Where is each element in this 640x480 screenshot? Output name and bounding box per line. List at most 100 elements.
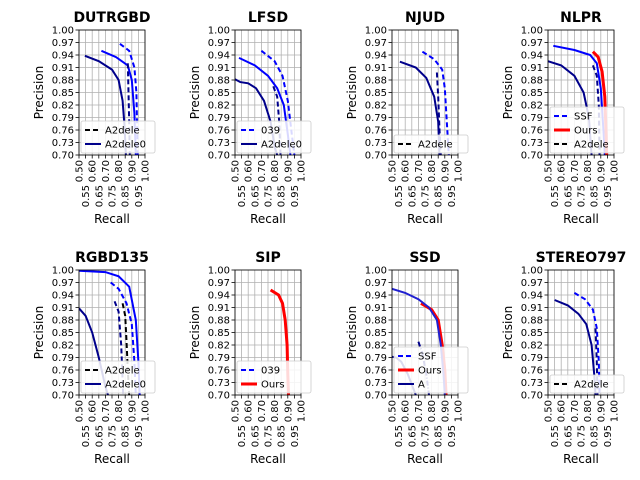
xtick-label: 0.55 xyxy=(237,185,248,207)
x-axis-label: Recall xyxy=(563,452,599,466)
ytick-label: 0.91 xyxy=(52,303,74,314)
legend-label: 039 xyxy=(261,126,280,137)
x-axis-label: Recall xyxy=(250,212,286,226)
xtick-label: 0.55 xyxy=(81,185,92,207)
x-axis-label: Recall xyxy=(94,452,130,466)
xtick-label: 0.50 xyxy=(231,400,242,422)
ytick-label: 0.73 xyxy=(521,378,543,389)
ytick-label: 0.97 xyxy=(52,38,74,49)
ytick-label: 0.76 xyxy=(365,126,387,137)
ytick-label: 0.79 xyxy=(365,353,387,364)
series-line-1 xyxy=(421,50,450,155)
xtick-label: 0.65 xyxy=(250,425,261,447)
ytick-label: 0.88 xyxy=(52,316,74,327)
ytick-label: 0.97 xyxy=(521,278,543,289)
legend-label: A xyxy=(418,380,425,391)
legend-label: A2dele0 xyxy=(261,140,302,151)
xtick-label: 1.00 xyxy=(141,400,152,422)
xtick-label: 0.90 xyxy=(596,400,607,422)
xtick-label: 0.95 xyxy=(290,185,301,207)
xtick-label: 0.55 xyxy=(81,425,92,447)
y-axis-label: Precision xyxy=(501,66,515,120)
xtick-label: 0.60 xyxy=(244,400,255,422)
ytick-label: 0.79 xyxy=(365,113,387,124)
ytick-label: 0.88 xyxy=(208,316,230,327)
xtick-label: 0.80 xyxy=(583,400,594,422)
xtick-label: 0.95 xyxy=(134,185,145,207)
subplot-sip: 0.700.730.760.790.820.850.880.910.940.97… xyxy=(188,250,308,466)
ytick-label: 0.70 xyxy=(521,391,543,402)
xtick-label: 0.75 xyxy=(264,425,275,447)
xtick-label: 0.75 xyxy=(577,185,588,207)
ytick-label: 0.88 xyxy=(365,76,387,87)
subplot-title: RGBD135 xyxy=(75,250,149,266)
x-axis-label: Recall xyxy=(407,452,443,466)
ytick-label: 0.76 xyxy=(52,366,74,377)
xtick-label: 0.70 xyxy=(257,400,268,422)
series-line-0 xyxy=(554,299,597,395)
xtick-label: 0.50 xyxy=(388,400,399,422)
ytick-label: 0.91 xyxy=(521,63,543,74)
xtick-label: 0.55 xyxy=(394,185,405,207)
subplot-rgbd135: 0.700.730.760.790.820.850.880.910.940.97… xyxy=(32,250,152,466)
axes-frame xyxy=(391,269,459,396)
ytick-label: 1.00 xyxy=(52,266,74,277)
ytick-label: 0.85 xyxy=(365,328,387,339)
xtick-label: 0.95 xyxy=(447,425,458,447)
x-axis-label: Recall xyxy=(94,212,130,226)
ytick-label: 0.97 xyxy=(208,278,230,289)
y-axis-label: Precision xyxy=(345,66,359,120)
xtick-label: 0.85 xyxy=(590,185,601,207)
xtick-label: 0.80 xyxy=(114,400,125,422)
subplot-stereo797: 0.700.730.760.790.820.850.880.910.940.97… xyxy=(501,250,626,466)
ytick-label: 0.82 xyxy=(208,341,230,352)
xtick-label: 1.00 xyxy=(610,160,621,182)
xtick-label: 0.65 xyxy=(94,185,105,207)
legend-njud: A2dele xyxy=(393,134,469,154)
ytick-label: 0.70 xyxy=(365,391,387,402)
legend-label: 039 xyxy=(261,366,280,377)
xtick-label: 0.95 xyxy=(603,185,614,207)
ytick-label: 0.70 xyxy=(52,151,74,162)
ytick-label: 0.70 xyxy=(208,391,230,402)
ytick-label: 0.82 xyxy=(208,101,230,112)
legend-sip: 039 Ours xyxy=(236,360,312,394)
xtick-label: 0.55 xyxy=(394,425,405,447)
ytick-label: 0.79 xyxy=(52,113,74,124)
ytick-label: 0.79 xyxy=(208,353,230,364)
xtick-label: 0.90 xyxy=(283,160,294,182)
xtick-label: 0.65 xyxy=(250,185,261,207)
xtick-label: 1.00 xyxy=(610,400,621,422)
series-line-1 xyxy=(101,49,137,155)
xtick-label: 0.80 xyxy=(270,160,281,182)
subplot-title: DUTRGBD xyxy=(73,10,150,26)
ytick-label: 0.97 xyxy=(365,38,387,49)
xtick-label: 0.85 xyxy=(121,185,132,207)
ytick-label: 0.88 xyxy=(208,76,230,87)
xtick-label: 0.90 xyxy=(127,160,138,182)
series-line-2 xyxy=(594,328,599,395)
y-axis-label: Precision xyxy=(345,306,359,360)
ytick-label: 0.73 xyxy=(365,378,387,389)
xtick-label: 0.80 xyxy=(427,400,438,422)
ytick-label: 0.91 xyxy=(521,303,543,314)
ytick-label: 0.94 xyxy=(521,291,543,302)
ytick-label: 0.79 xyxy=(521,353,543,364)
xtick-label: 0.50 xyxy=(544,400,555,422)
legend-box xyxy=(549,106,625,154)
ytick-label: 0.85 xyxy=(521,88,543,99)
xtick-label: 0.50 xyxy=(75,160,86,182)
ytick-label: 0.70 xyxy=(521,151,543,162)
ytick-label: 0.94 xyxy=(365,291,387,302)
xtick-label: 0.60 xyxy=(401,160,412,182)
xtick-label: 0.85 xyxy=(434,185,445,207)
legend-label: A2dele xyxy=(574,140,609,151)
legend-label: SSF xyxy=(574,112,593,123)
xtick-label: 0.65 xyxy=(407,185,418,207)
ytick-label: 0.73 xyxy=(208,138,230,149)
xtick-label: 0.75 xyxy=(108,425,119,447)
ytick-label: 0.82 xyxy=(521,341,543,352)
xtick-label: 0.60 xyxy=(557,160,568,182)
xtick-label: 0.70 xyxy=(257,160,268,182)
xtick-label: 0.80 xyxy=(270,400,281,422)
